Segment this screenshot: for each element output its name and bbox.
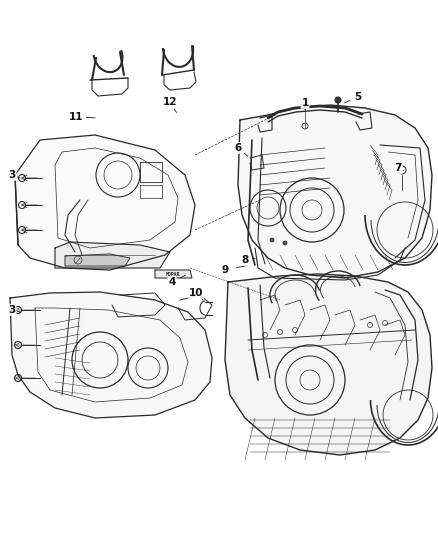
Circle shape xyxy=(335,97,341,103)
Text: 3: 3 xyxy=(8,305,16,315)
Text: 11: 11 xyxy=(69,112,83,122)
Circle shape xyxy=(283,241,287,245)
Text: MOPAR: MOPAR xyxy=(166,272,180,278)
Text: 5: 5 xyxy=(354,92,362,102)
Polygon shape xyxy=(225,274,432,455)
Text: 1: 1 xyxy=(301,98,309,108)
Polygon shape xyxy=(55,242,170,268)
Text: 10: 10 xyxy=(189,288,203,298)
Text: 4: 4 xyxy=(168,277,176,287)
Text: 3: 3 xyxy=(8,170,16,180)
Polygon shape xyxy=(238,105,432,278)
Polygon shape xyxy=(155,270,192,278)
Text: 8: 8 xyxy=(241,255,249,265)
Text: 9: 9 xyxy=(222,265,229,275)
Text: 6: 6 xyxy=(234,143,242,153)
Text: 7: 7 xyxy=(394,163,402,173)
Polygon shape xyxy=(65,254,130,266)
Circle shape xyxy=(270,238,274,242)
Text: 12: 12 xyxy=(163,97,177,107)
Polygon shape xyxy=(15,135,195,270)
Polygon shape xyxy=(10,292,212,418)
